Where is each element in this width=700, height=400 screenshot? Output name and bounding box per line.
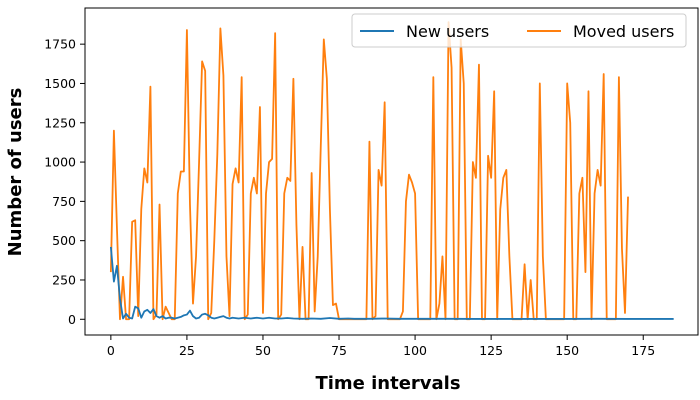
y-tick-label: 1250 (44, 115, 76, 130)
x-axis-title: Time intervals (315, 373, 460, 394)
y-tick-label: 250 (52, 272, 76, 287)
x-axis: 0 25 50 75 100 125 150 175 (107, 335, 655, 358)
y-tick-label: 500 (52, 233, 76, 248)
x-tick-label: 75 (331, 343, 347, 358)
y-axis: 0 250 500 750 1000 1250 1500 1750 (44, 37, 85, 327)
series-line-new-users (109, 246, 674, 320)
x-tick-label: 175 (631, 343, 655, 358)
x-tick-label: 0 (107, 343, 115, 358)
legend-label-moved-users: Moved users (573, 22, 674, 41)
plot-frame (84, 7, 699, 336)
y-tick-label: 1750 (44, 37, 76, 52)
x-tick-label: 100 (403, 343, 427, 358)
x-tick-label: 125 (479, 343, 503, 358)
y-tick-label: 0 (68, 312, 76, 327)
series-layer (109, 21, 674, 321)
y-tick-label: 1500 (44, 76, 76, 91)
x-tick-label: 150 (555, 343, 579, 358)
legend-label-new-users: New users (406, 22, 489, 41)
series-line-moved-users (109, 21, 629, 321)
y-tick-label: 1000 (44, 155, 76, 170)
x-tick-label: 25 (179, 343, 195, 358)
legend-box (351, 13, 687, 48)
x-tick-label: 50 (255, 343, 271, 358)
legend: New users Moved users (351, 13, 687, 48)
y-axis-title: Number of users (5, 88, 26, 257)
y-tick-label: 750 (52, 194, 76, 209)
